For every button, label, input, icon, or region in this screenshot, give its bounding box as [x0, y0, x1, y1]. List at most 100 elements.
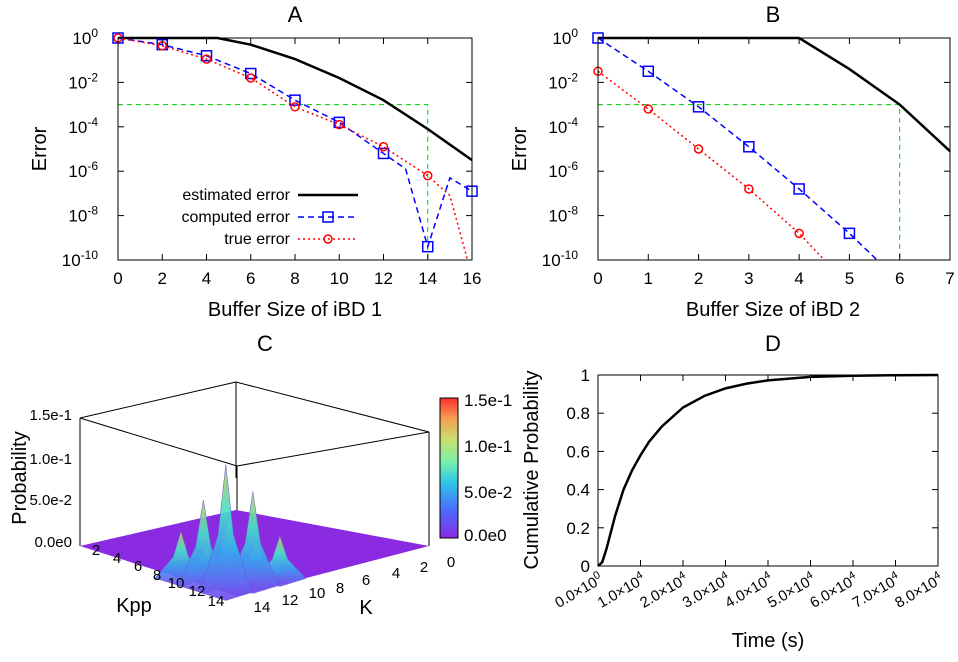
panel-d-series	[598, 375, 938, 566]
true-error-line	[598, 71, 824, 260]
colorbar-gradient	[440, 398, 458, 538]
x-tick-label: 7	[945, 269, 954, 288]
x-tick-label: 0.0×100	[551, 569, 606, 612]
x-tick-label: 5	[845, 269, 854, 288]
panel-d-y-label: Cumulative Probability	[521, 371, 543, 570]
z-tick-label: 5.0e-2	[29, 492, 72, 509]
kpp-tick-label: 12	[189, 583, 206, 600]
x-tick-label: 4	[202, 269, 211, 288]
y-tick-label: 10-2	[548, 70, 578, 92]
y-tick-label: 0.2	[566, 519, 590, 538]
z-tick-label: 0.0e0	[34, 534, 72, 551]
legend-true-error-label: true error	[224, 231, 290, 248]
k-tick-label: 10	[309, 585, 326, 602]
z-tick-label: 1.0e-1	[29, 451, 72, 468]
computed-error-line	[598, 38, 877, 260]
x-tick-label: 8.0×104	[891, 569, 946, 612]
panel-c-z-ticks: 1.5e-1 1.0e-1 5.0e-2 0.0e0	[29, 407, 72, 551]
x-tick-label: 2	[694, 269, 703, 288]
x-tick-label: 2.0×104	[636, 569, 691, 612]
panel-b-plot-frame	[598, 38, 950, 260]
panel-c: C 1.5e-1 1.0e-1 5.0e-2 0.0e0 Probability…	[9, 331, 512, 619]
x-tick-label: 4.0×104	[721, 569, 776, 612]
x-tick-label: 0	[593, 269, 602, 288]
y-tick-label: 10-10	[62, 248, 99, 270]
panel-b-x-ticks: 0 1 2 3 4 5 6 7	[593, 38, 954, 288]
panel-a-y-label: Error	[29, 126, 51, 171]
true-error-marker	[695, 145, 703, 153]
true-error-marker	[795, 229, 803, 237]
x-tick-label: 10	[330, 269, 349, 288]
panel-a-legend: estimated error computed error true erro…	[182, 187, 359, 248]
panel-d-plot-frame	[598, 375, 938, 566]
panel-d-x-ticks: 0.0×1001.0×1042.0×1043.0×1044.0×1045.0×1…	[551, 375, 946, 612]
panel-b-series	[593, 33, 950, 260]
k-tick-label: 2	[420, 559, 428, 576]
y-tick-label: 0.4	[566, 481, 590, 500]
panel-b-x-label: Buffer Size of iBD 2	[686, 299, 860, 321]
kpp-tick-label: 10	[168, 575, 185, 592]
colorbar-tick-label: 5.0e-2	[464, 483, 512, 502]
true-error-marker	[380, 143, 388, 151]
panel-b: B 0 1 2 3 4 5 6 7 100 10-2 10-4 10-6 10-8 10-10 Buff…	[509, 2, 955, 321]
y-tick-label: 10-6	[68, 159, 98, 181]
k-tick-label: 0	[447, 554, 455, 571]
panel-b-title: B	[766, 2, 781, 27]
y-tick-label: 0.6	[566, 442, 590, 461]
true-error-marker	[644, 105, 652, 113]
x-tick-label: 2	[158, 269, 167, 288]
y-tick-label: 0.8	[566, 404, 590, 423]
legend-estimated-error-label: estimated error	[182, 187, 290, 204]
colorbar-tick-label: 0.0e0	[464, 526, 507, 545]
x-tick-label: 1.0×104	[594, 569, 649, 612]
panel-c-kpp-label: Kpp	[116, 595, 152, 617]
panel-c-colorbar: 1.5e-1 1.0e-1 5.0e-2 0.0e0	[440, 391, 512, 545]
panel-c-k-label: K	[359, 597, 373, 619]
kpp-tick-label: 8	[153, 567, 161, 584]
y-tick-label: 1	[581, 366, 590, 385]
x-tick-label: 4	[794, 269, 803, 288]
kpp-tick-label: 2	[92, 542, 100, 559]
panel-c-z-label: Probability	[9, 431, 31, 524]
legend-computed-error-label: computed error	[182, 209, 291, 226]
x-tick-label: 7.0×104	[849, 569, 904, 612]
y-tick-label: 10-8	[548, 204, 578, 226]
colorbar-tick-label: 1.0e-1	[464, 437, 512, 456]
panel-d: D 0.0×1001.0×1042.0×1043.0×1044.0×1045.0…	[521, 331, 946, 652]
kpp-tick-label: 6	[134, 558, 142, 575]
computed-error-line	[118, 38, 472, 247]
y-tick-label: 10-6	[548, 159, 578, 181]
colorbar-tick-label: 1.5e-1	[464, 391, 512, 410]
k-tick-label: 12	[282, 592, 299, 609]
kpp-tick-label: 14	[208, 593, 225, 610]
x-tick-label: 0	[113, 269, 122, 288]
x-tick-label: 8	[290, 269, 299, 288]
y-tick-label: 10-8	[68, 204, 98, 226]
box-back-edges	[236, 382, 429, 478]
panel-a-x-ticks: 0 2 4 6 8 10 12 14 16	[113, 38, 481, 288]
y-tick-label: 10-4	[68, 115, 98, 137]
panel-b-y-ticks: 100 10-2 10-4 10-6 10-8 10-10	[542, 26, 950, 270]
panel-a-plot-frame	[118, 38, 472, 260]
x-tick-label: 6	[895, 269, 904, 288]
y-tick-label: 10-10	[542, 248, 579, 270]
kpp-tick-label: 4	[113, 550, 121, 567]
panel-d-x-label: Time (s)	[732, 630, 805, 652]
box-front-top-edge	[80, 418, 237, 466]
x-tick-label: 5.0×104	[764, 569, 819, 612]
panel-c-title: C	[257, 331, 273, 356]
x-tick-label: 12	[374, 269, 393, 288]
true-error-marker	[291, 103, 299, 111]
panel-d-y-ticks: 0 0.2 0.4 0.6 0.8 1	[566, 366, 938, 576]
panel-d-title: D	[765, 331, 781, 356]
y-tick-label: 10-4	[548, 115, 578, 137]
x-tick-label: 6	[246, 269, 255, 288]
k-tick-label: 8	[336, 580, 344, 597]
x-tick-label: 14	[418, 269, 437, 288]
x-tick-label: 3	[744, 269, 753, 288]
box-right-top-edge	[237, 432, 429, 466]
panel-a-x-label: Buffer Size of iBD 1	[208, 299, 382, 321]
estimated-error-line	[598, 38, 950, 151]
z-tick-label: 1.5e-1	[29, 407, 72, 424]
